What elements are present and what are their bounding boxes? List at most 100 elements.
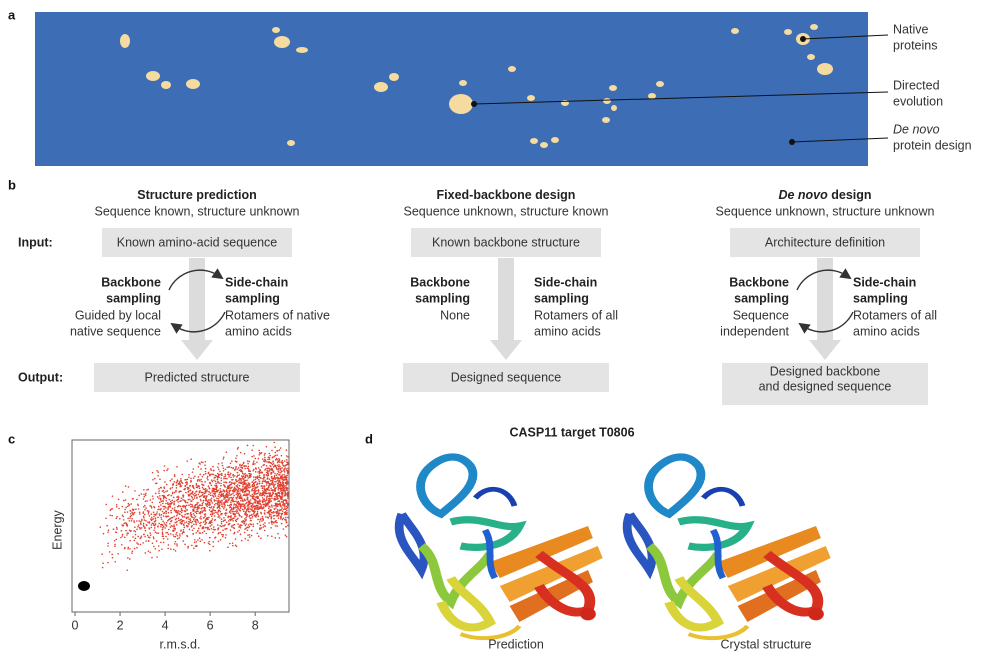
decoy-point	[221, 503, 223, 506]
decoy-point	[187, 547, 189, 549]
panel-label: b	[8, 177, 16, 192]
decoy-point	[175, 481, 178, 484]
decoy-point	[133, 520, 135, 522]
decoy-point	[231, 489, 234, 492]
decoy-point	[272, 491, 274, 494]
decoy-point	[263, 485, 266, 487]
decoy-point	[176, 499, 178, 502]
decoy-point	[214, 509, 217, 512]
decoy-point	[280, 505, 282, 508]
decoy-point	[196, 502, 198, 504]
decoy-point	[190, 521, 193, 524]
decoy-point	[193, 487, 195, 490]
decoy-point	[229, 489, 232, 492]
decoy-point	[271, 506, 273, 508]
decoy-point	[276, 494, 278, 497]
decoy-point	[257, 515, 260, 518]
decoy-point	[216, 478, 219, 481]
decoy-point	[238, 525, 241, 527]
decoy-point	[240, 505, 243, 507]
decoy-point	[181, 522, 184, 524]
decoy-point	[280, 501, 283, 503]
decoy-point	[241, 467, 244, 470]
decoy-point	[173, 515, 176, 518]
decoy-point	[139, 513, 141, 515]
decoy-point	[202, 496, 205, 498]
decoy-point	[190, 458, 192, 461]
decoy-point	[240, 497, 242, 500]
decoy-point	[221, 493, 224, 496]
decoy-point	[279, 504, 282, 506]
decoy-point	[237, 500, 240, 503]
decoy-point	[247, 477, 250, 479]
decoy-point	[272, 522, 275, 524]
decoy-point	[136, 528, 138, 531]
protein-dot	[527, 95, 535, 101]
decoy-point	[262, 518, 265, 520]
decoy-point	[246, 486, 248, 488]
decoy-point	[152, 498, 154, 500]
decoy-point	[151, 471, 154, 474]
decoy-point	[220, 520, 223, 523]
cycle-arrow	[170, 311, 226, 334]
decoy-point	[127, 486, 130, 488]
decoy-point	[228, 515, 231, 518]
decoy-point	[285, 487, 288, 489]
decoy-point	[102, 532, 105, 535]
decoy-point	[243, 487, 246, 489]
decoy-point	[108, 551, 111, 553]
decoy-point	[248, 490, 251, 493]
decoy-point	[152, 511, 155, 514]
decoy-point	[236, 471, 239, 474]
decoy-point	[282, 461, 284, 464]
decoy-point	[284, 481, 287, 484]
decoy-point	[172, 548, 175, 551]
decoy-point	[263, 476, 266, 479]
decoy-point	[280, 471, 282, 474]
decoy-point	[260, 518, 262, 520]
decoy-point	[287, 495, 289, 498]
decoy-point	[274, 472, 276, 475]
decoy-point	[239, 509, 241, 512]
decoy-point	[221, 490, 223, 493]
decoy-point	[183, 499, 186, 502]
decoy-point	[284, 512, 287, 514]
decoy-point	[221, 500, 223, 502]
decoy-point	[164, 510, 167, 513]
decoy-point	[159, 486, 162, 489]
decoy-point	[173, 500, 175, 503]
decoy-point	[233, 510, 235, 513]
decoy-point	[190, 480, 192, 483]
cycle-arrow	[796, 268, 852, 291]
decoy-point	[238, 513, 241, 516]
decoy-point	[229, 529, 232, 531]
decoy-point	[194, 492, 196, 495]
decoy-point	[276, 464, 279, 467]
decoy-point	[178, 505, 180, 507]
decoy-point	[246, 509, 248, 512]
decoy-point	[267, 497, 270, 500]
plot-frame	[71, 439, 290, 613]
decoy-point	[169, 526, 172, 528]
decoy-point	[253, 489, 256, 492]
decoy-point	[269, 465, 272, 468]
decoy-point	[176, 531, 178, 534]
decoy-point	[171, 486, 174, 489]
decoy-point	[197, 493, 200, 496]
output-text: Predicted structure	[145, 370, 250, 384]
decoy-point	[258, 480, 261, 483]
decoy-point	[246, 444, 249, 447]
decoy-point	[218, 504, 221, 506]
protein-dot	[611, 105, 617, 111]
decoy-point	[273, 504, 275, 507]
decoy-point	[217, 513, 220, 516]
sidechain-text: Rotamers of native	[225, 308, 330, 322]
decoy-point	[231, 518, 233, 521]
decoy-point	[269, 479, 272, 482]
decoy-point	[248, 493, 250, 496]
decoy-point	[155, 513, 158, 515]
decoy-point	[167, 494, 169, 497]
decoy-point	[158, 487, 160, 490]
decoy-point	[266, 477, 269, 480]
